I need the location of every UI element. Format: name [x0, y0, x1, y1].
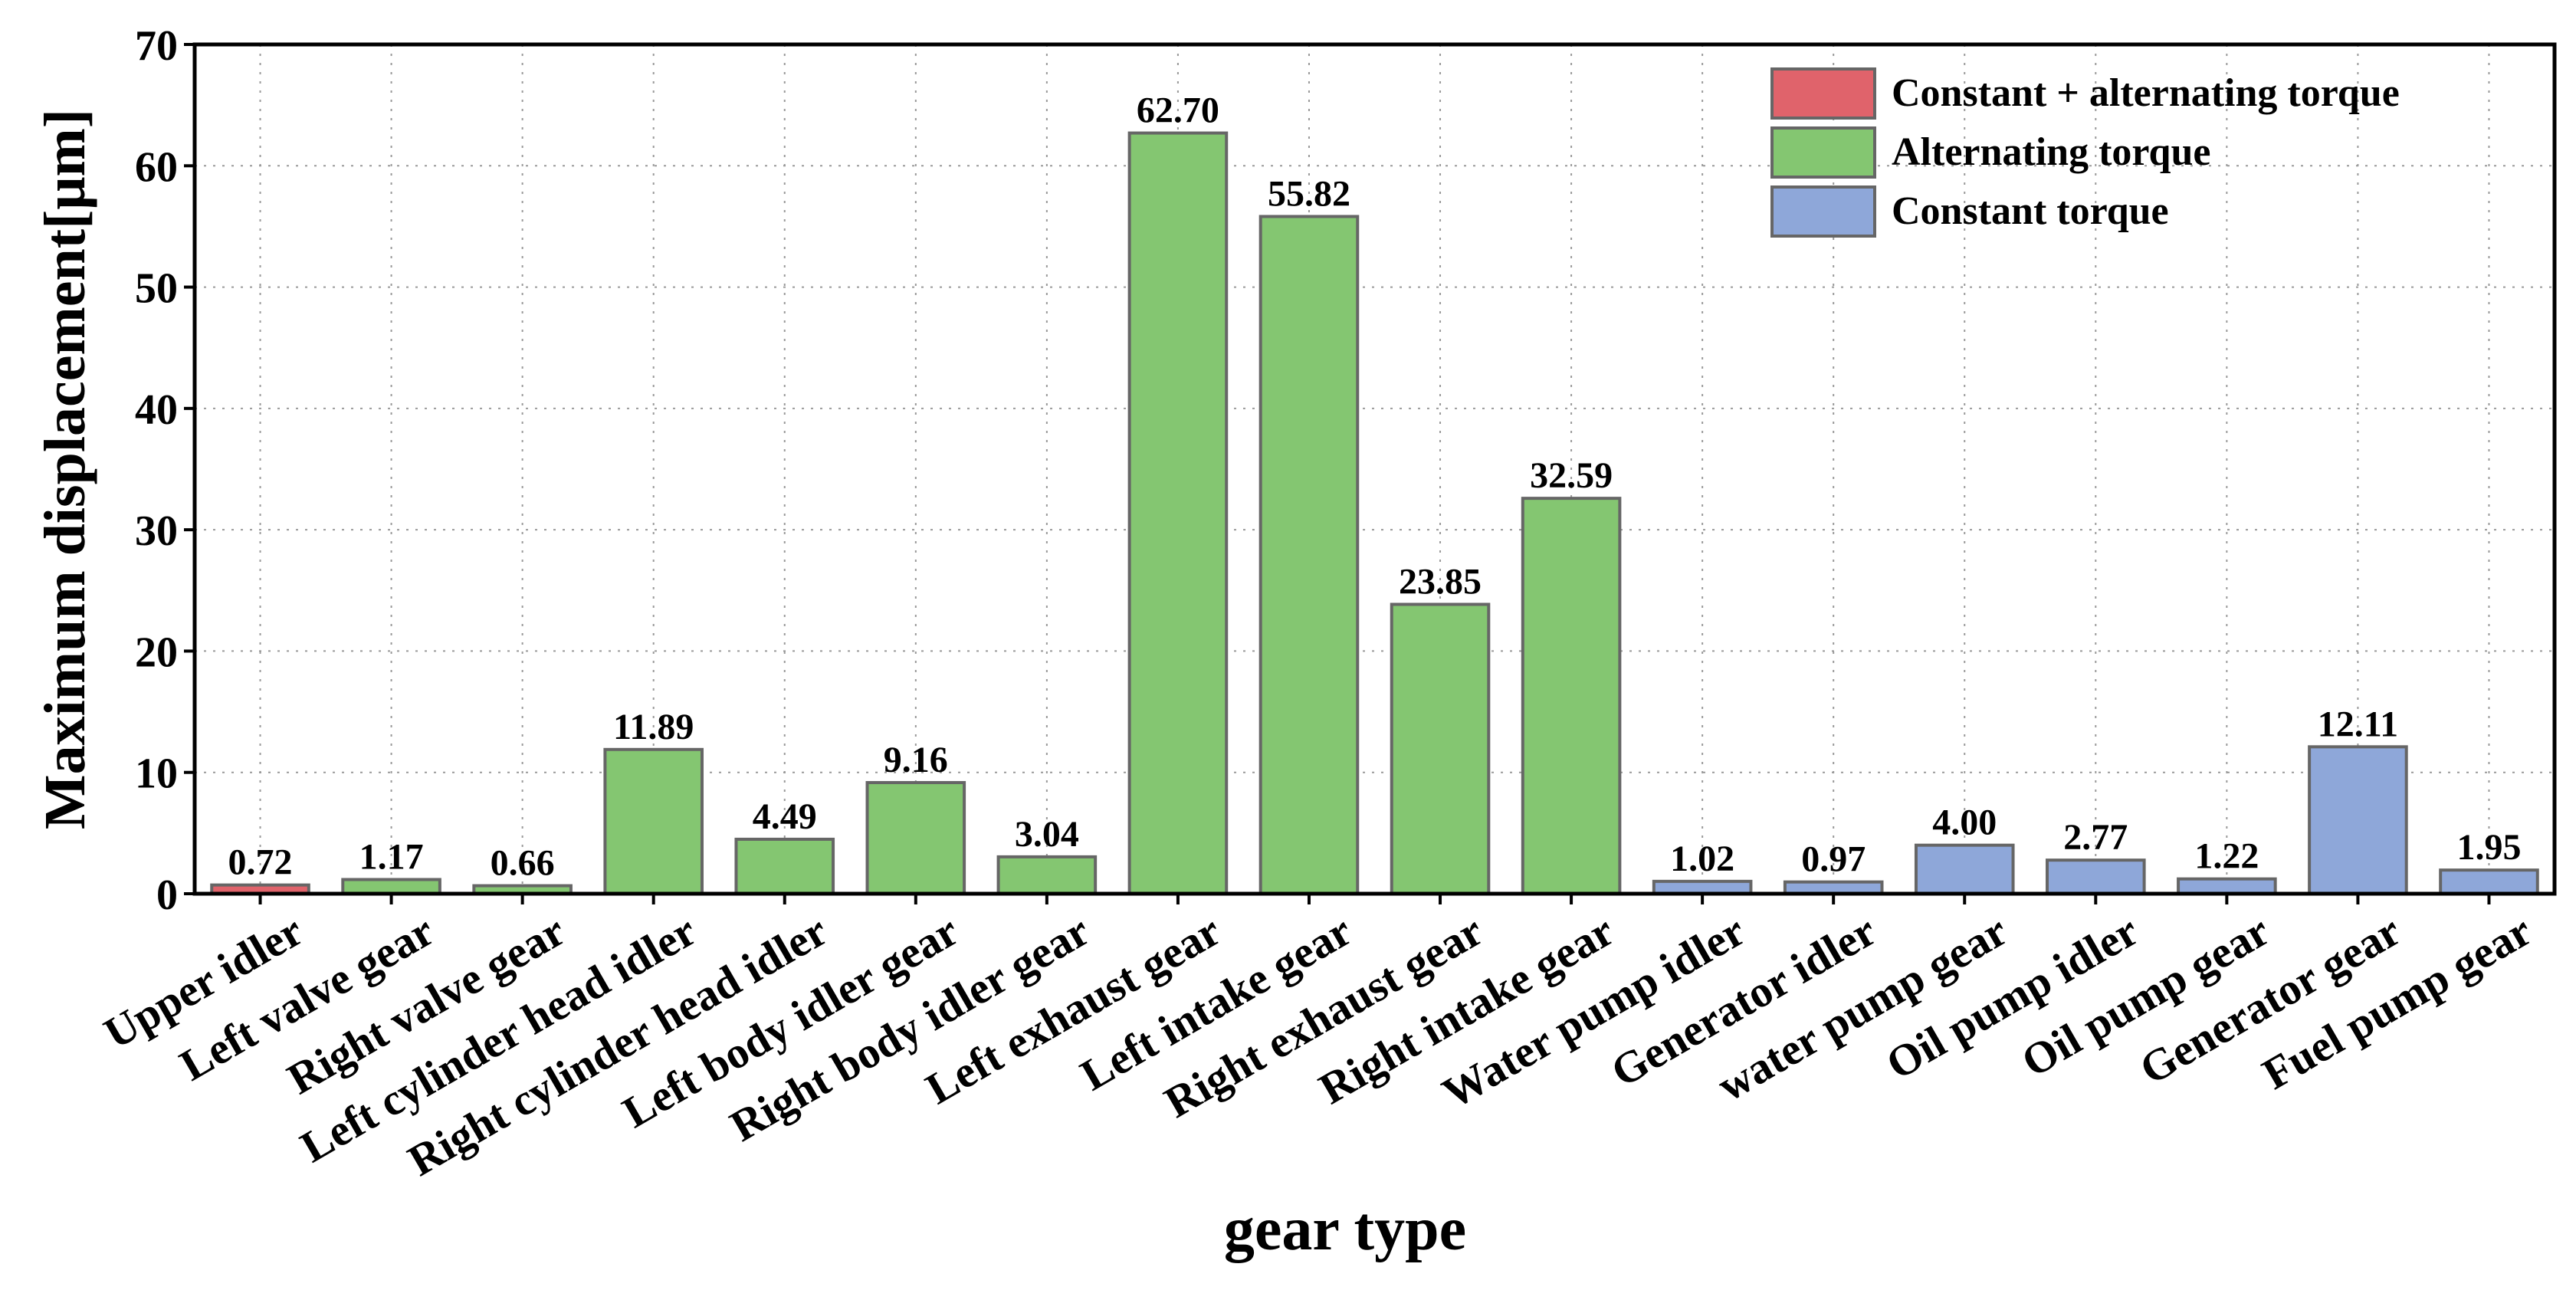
value-label: 0.72 — [228, 842, 293, 883]
y-tick-label: 10 — [135, 750, 178, 798]
value-label: 4.00 — [1932, 803, 1997, 843]
value-label: 62.70 — [1137, 90, 1219, 131]
legend-label: Constant torque — [1892, 189, 2169, 233]
y-tick-label: 0 — [156, 871, 178, 919]
bar — [2046, 858, 2146, 896]
bar — [865, 781, 966, 896]
bar — [1127, 131, 1229, 895]
value-label: 2.77 — [2063, 817, 2128, 858]
bar — [2439, 868, 2539, 895]
value-label: 9.16 — [884, 740, 948, 780]
bar — [1390, 602, 1491, 895]
value-label: 4.49 — [753, 796, 817, 837]
value-label: 1.95 — [2456, 827, 2521, 868]
bar — [996, 855, 1098, 895]
y-tick-label: 40 — [135, 386, 178, 434]
value-label: 1.17 — [359, 836, 424, 877]
bar — [1521, 497, 1622, 895]
x-axis-title: gear type — [1224, 1196, 1466, 1263]
value-label: 1.22 — [2194, 836, 2259, 877]
plot-frame — [192, 42, 2557, 896]
value-label: 1.02 — [1670, 839, 1734, 879]
value-label: 32.59 — [1530, 455, 1613, 496]
bar — [603, 747, 704, 895]
legend-swatch — [1770, 126, 1876, 179]
y-tick-label: 50 — [135, 265, 178, 313]
value-label: 3.04 — [1015, 814, 1079, 855]
y-tick-label: 70 — [135, 22, 178, 70]
value-label: 23.85 — [1399, 561, 1482, 602]
bar — [1258, 215, 1360, 895]
bar — [1914, 843, 2015, 895]
legend-swatch — [1770, 185, 1876, 238]
value-label: 55.82 — [1268, 173, 1350, 214]
y-tick-label: 30 — [135, 507, 178, 555]
value-label: 12.11 — [2318, 704, 2398, 744]
value-label: 0.97 — [1801, 839, 1866, 880]
y-tick-label: 60 — [135, 143, 178, 191]
legend-swatch — [1770, 67, 1876, 120]
legend-label: Constant + alternating torque — [1892, 71, 2400, 115]
y-axis-title: Maximum displacement[μm] — [33, 109, 97, 829]
bar — [341, 878, 441, 896]
y-tick-label: 20 — [135, 629, 178, 676]
value-label: 11.89 — [613, 707, 694, 747]
bar — [2308, 745, 2408, 895]
bar — [734, 837, 835, 895]
legend-label: Alternating torque — [1892, 130, 2210, 174]
bar — [2177, 877, 2277, 895]
value-label: 0.66 — [491, 843, 555, 884]
